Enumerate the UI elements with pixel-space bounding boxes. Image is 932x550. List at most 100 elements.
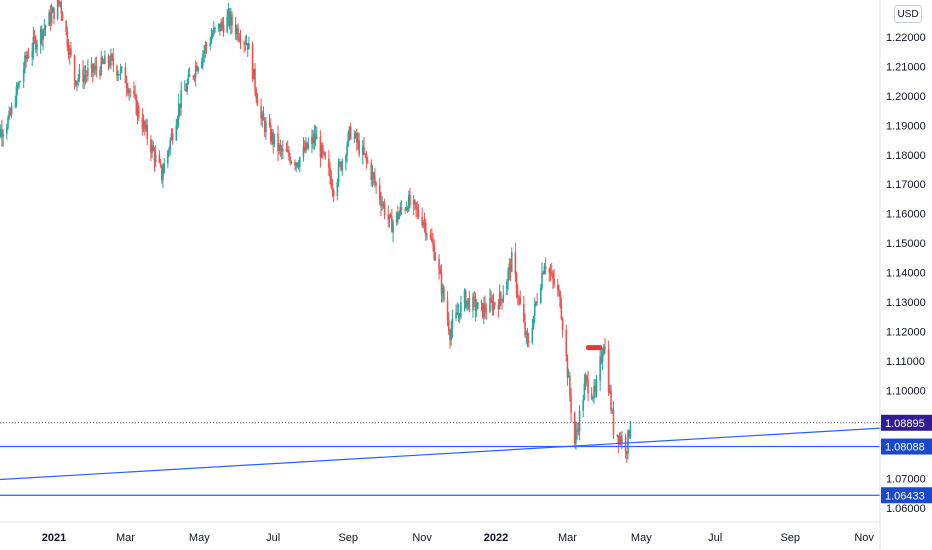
candle-body [576,429,578,432]
candle-body [475,308,478,311]
currency-badge[interactable]: USD [894,5,922,23]
candle-body [167,151,169,164]
candle-body [142,121,145,130]
candle-body [90,63,93,69]
level-tag: 1.06433 [885,490,925,502]
candle-body [67,46,70,56]
candle-body [509,263,512,272]
candle-body [484,304,486,312]
y-tick-label: 1.19000 [886,120,926,132]
candle-body [460,302,462,318]
candle-body [7,117,9,129]
candle-body [548,269,551,273]
candle-body [315,136,318,139]
candle-body [483,304,485,318]
candle-body [506,281,508,296]
trendline[interactable] [0,426,901,481]
candle-body [381,204,383,207]
candle-body [331,187,334,191]
candle-body [361,146,364,155]
candle-body [14,105,17,107]
candle-body [627,430,629,454]
candle-body [263,120,266,133]
candle-body [134,93,136,97]
candle-body [118,74,121,76]
time-scale[interactable]: 2021 Mar May Jul Sep Nov 2022 Mar May Jul Sep Nov [42,532,875,544]
candle-body [423,222,426,224]
last-price-tag: 1.08895 [885,418,925,430]
y-tick-label: 1.13000 [886,297,926,309]
candle-body [458,313,461,318]
candle-body [599,356,601,381]
candle-body [163,163,165,174]
candle-body [209,42,212,46]
candle-body [256,98,259,106]
candle-body [169,139,172,150]
candle-body [391,217,393,233]
candle-body [129,90,132,92]
candle-body [85,75,88,77]
candle-body [330,177,333,188]
y-tick-label: 1.22000 [886,32,926,44]
candle-body [618,436,621,444]
candle-body [58,0,60,4]
candle-body [101,57,104,63]
candle-body [289,156,291,164]
candle-body [146,124,149,140]
candle-body [443,287,445,301]
candle-body [70,48,72,56]
candle-body [424,222,427,236]
y-tick-label: 1.15000 [886,238,926,250]
candle-body [295,162,297,166]
candle-body [414,200,416,203]
candle-body [337,164,340,182]
candle-body [192,76,195,78]
candle-body [51,7,54,13]
candle-body [364,153,367,155]
candle-body [387,214,390,220]
candle-body [43,27,46,31]
candle-body [183,89,186,91]
candle-body [532,315,535,329]
candle-body [611,410,614,412]
candle-body [497,305,500,310]
candle-body [158,154,161,163]
candle-body [550,272,553,274]
candle-body [255,89,258,99]
candle-body [170,133,173,140]
candle-body [231,15,233,26]
candle-body [464,290,467,308]
x-tick-label: Mar [116,532,135,544]
candle-body [136,106,139,115]
candle-body [440,273,443,294]
candle-body [577,429,580,432]
candle-body [582,399,584,411]
candle-body [186,83,189,92]
candle-body [42,30,44,40]
candle-body [95,65,98,71]
x-tick-label: May [189,532,210,544]
candle-body [374,176,376,184]
marker-shape[interactable] [586,345,603,351]
candle-body [175,125,178,141]
candle-body [243,42,245,44]
candle-body [489,298,491,313]
candle-body [290,162,293,164]
candle-body [82,69,84,82]
candle-body [594,385,597,392]
candle-body [518,297,520,299]
candle-body [65,20,67,32]
candle-body [94,65,96,70]
candle-body [306,142,308,149]
candle-body [322,145,324,153]
candle-body [426,234,428,236]
candle-body [583,383,586,400]
price-tags: 1.08895 1.08088 1.06433 [881,414,932,504]
candle-body [378,185,381,200]
candle-body [68,48,71,56]
candle-body [61,12,64,21]
candle-body [629,422,632,438]
candle-body [236,28,238,34]
candle-body [463,290,466,303]
